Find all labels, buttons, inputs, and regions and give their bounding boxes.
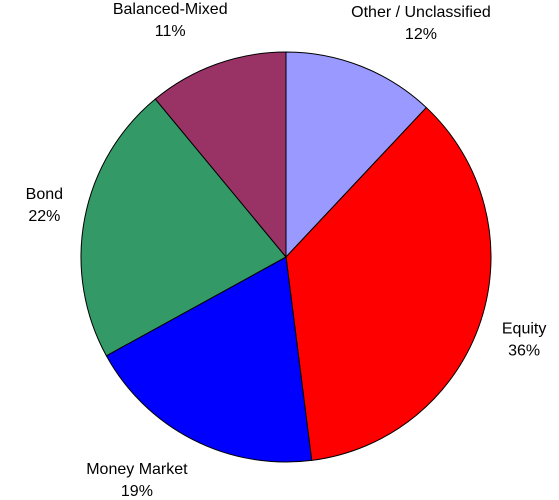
percent-label: 12% [404,25,437,43]
category-name: Money Market [86,461,188,479]
pie-slice [154,51,287,259]
pie-slice [105,256,313,463]
slice-label: Money Market 19% [86,459,187,500]
category-name: Other / Unclassified [351,3,491,21]
slice-label: Other / Unclassified 12% [351,2,491,46]
category-name: Balanced-Mixed [112,1,228,19]
slice-label: Equity 36% [502,319,546,363]
percent-label: 11% [154,23,186,41]
pie-slice [285,51,428,259]
category-name: Equity [501,320,547,338]
pie-slice [285,106,492,461]
percent-label: 36% [508,342,541,360]
percent-label: 19% [120,483,153,500]
pie-slice [80,98,287,357]
slice-label: Bond 22% [26,184,63,228]
slice-label: Balanced-Mixed 11% [113,0,228,43]
category-name: Bond [25,186,64,204]
percent-label: 22% [28,208,61,226]
